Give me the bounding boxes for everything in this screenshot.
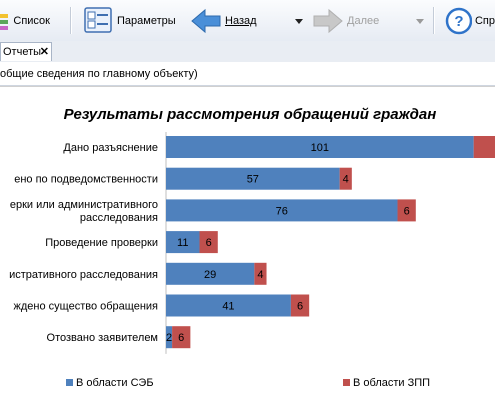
toolbar: Список Параметры Назад Далее ? (0, 0, 495, 42)
bar-seb (166, 136, 474, 158)
forward-button-label: Далее (347, 14, 380, 27)
back-button-label: Назад (225, 14, 257, 27)
category-label-line: истративного расследования (9, 269, 158, 281)
bar-zpp (254, 262, 267, 285)
tab-reports[interactable]: Отчеты ✕ (0, 42, 52, 61)
bar-seb (166, 199, 398, 222)
list-icon (0, 13, 8, 30)
bar-seb (166, 326, 173, 349)
category-label: ено по подведомственности (14, 174, 158, 186)
legend-label-zpp: В области ЗПП (353, 377, 430, 389)
back-button[interactable]: Назад (190, 5, 260, 36)
legend-label-seb: В области СЭБ (76, 377, 154, 389)
data-label: 4 (343, 174, 349, 186)
chevron-down-icon (416, 18, 424, 24)
category-label-line: расследования (80, 212, 158, 224)
svg-text:?: ? (454, 13, 463, 30)
bar-zpp (199, 231, 218, 254)
legend-swatch-zpp (343, 379, 350, 386)
category-label: Дано разъяснение (63, 142, 158, 154)
category-label-line: ждено существо обращения (14, 301, 159, 313)
category-label-line: ерки или административного (10, 199, 158, 211)
data-label: 6 (178, 332, 184, 344)
data-label: 29 (204, 269, 216, 281)
data-label: 11 (177, 237, 188, 249)
bar-zpp (397, 199, 416, 222)
data-label: 4 (257, 269, 263, 281)
tab-bar: Отчеты ✕ (0, 41, 495, 63)
bar-chart: Результаты рассмотрения обращений гражда… (9, 106, 495, 389)
bar-seb (166, 231, 200, 254)
help-icon: ? (445, 7, 472, 34)
list-button-label: Список (13, 14, 50, 27)
toolbar-separator (70, 7, 72, 34)
data-label: 2 (166, 332, 172, 344)
data-label: 41 (222, 301, 234, 313)
help-button-label: Спр (474, 14, 495, 27)
bar-seb (166, 167, 340, 190)
bar-zpp (172, 326, 191, 349)
data-label: 57 (247, 174, 259, 186)
bar-seb (166, 294, 291, 317)
category-label: Проведение проверки (45, 237, 158, 249)
forward-arrow-icon (313, 8, 343, 33)
category-label-line: Отозвано заявителем (47, 332, 158, 344)
list-button[interactable]: Список (0, 5, 50, 36)
legend-swatch-seb (66, 379, 73, 386)
data-label: 76 (276, 205, 288, 217)
chart-title: Результаты рассмотрения обращений гражда… (64, 106, 437, 123)
bar-zpp (290, 294, 310, 317)
close-icon[interactable]: ✕ (39, 46, 49, 58)
category-label: ждено существо обращения (14, 301, 159, 313)
category-label-line: Проведение проверки (45, 237, 158, 249)
category-label-line: Дано разъяснение (63, 142, 158, 154)
category-labels: Дано разъяснение ено по подведомственност… (9, 142, 158, 344)
category-label: Отозвано заявителем (47, 332, 158, 344)
chart-legend: В области СЭБ В области ЗПП (66, 377, 430, 389)
report-caption: общие сведения по главному объекту) (0, 62, 495, 86)
bar-zpp (339, 167, 352, 190)
category-label: истративного расследования (9, 269, 158, 281)
data-label: 6 (206, 237, 212, 249)
bar-seb (166, 262, 255, 285)
forward-history-dropdown[interactable] (415, 5, 425, 36)
back-arrow-icon (191, 8, 221, 33)
forward-button[interactable]: Далее (312, 5, 382, 36)
help-button[interactable]: ? Спр (444, 5, 495, 36)
data-label: 6 (404, 205, 410, 217)
category-label: ерки или административного расследования (10, 199, 158, 224)
toolbar-separator (433, 7, 435, 34)
parameters-button[interactable]: Параметры (84, 5, 180, 36)
tab-reports-label: Отчеты (3, 46, 42, 58)
data-label: 6 (297, 301, 303, 313)
bar-zpp (473, 136, 495, 158)
chart-area: Результаты рассмотрения обращений гражда… (0, 86, 495, 401)
category-label-line: ено по подведомственности (14, 174, 158, 186)
chevron-down-icon (295, 18, 303, 24)
parameters-icon (84, 6, 112, 33)
parameters-button-label: Параметры (117, 14, 176, 27)
report-caption-text: общие сведения по главному объекту) (0, 67, 198, 80)
back-history-dropdown[interactable] (294, 5, 304, 36)
data-label: 101 (311, 142, 329, 154)
